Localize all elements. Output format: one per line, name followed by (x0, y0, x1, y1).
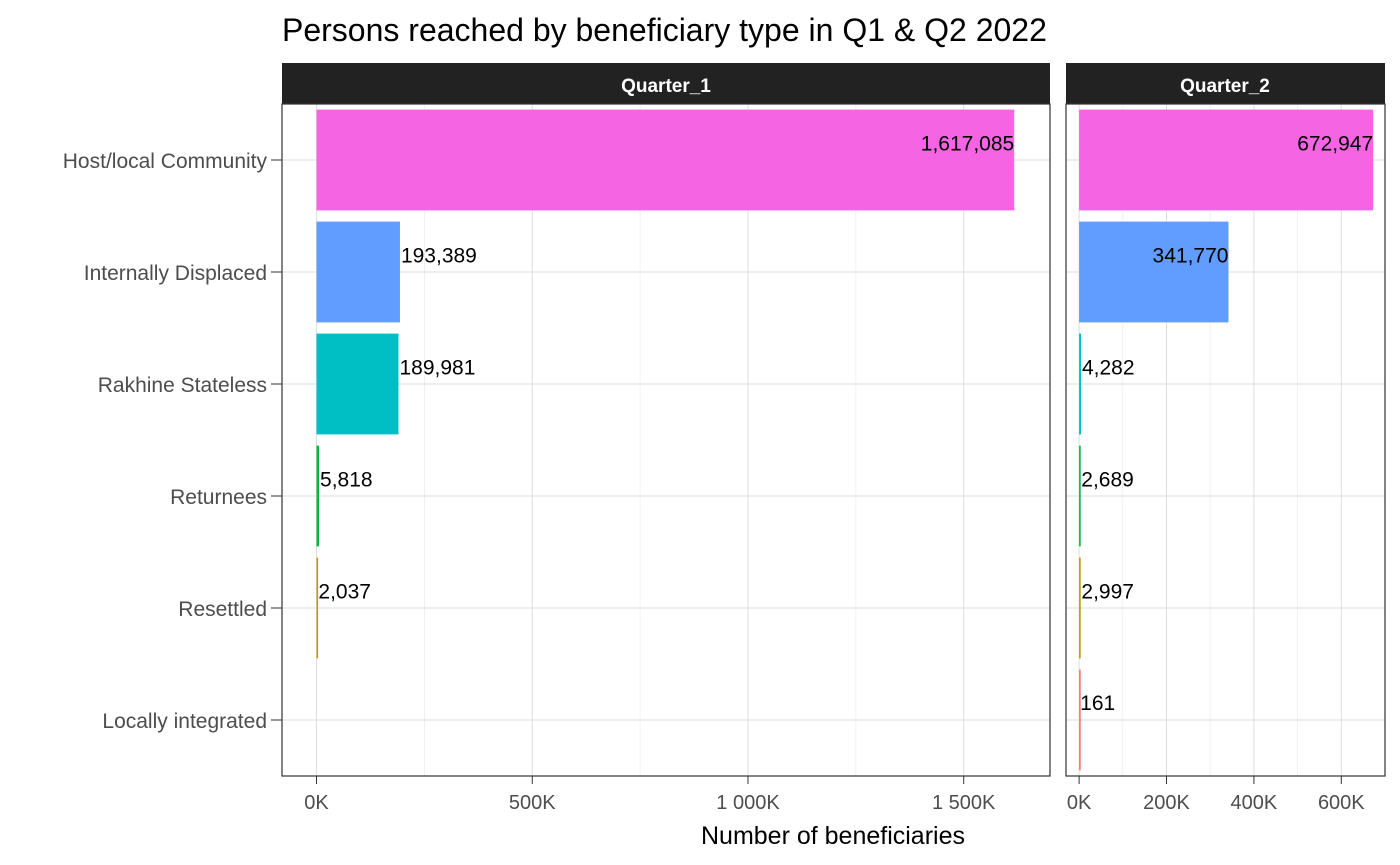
bar-quarter-1-rakhine-stateless (316, 333, 399, 435)
x-axis-title: Number of beneficiaries (701, 822, 965, 850)
bar-quarter-1-returnees (316, 445, 320, 547)
bar-quarter-2-internally-displaced (1079, 221, 1229, 323)
x-tick-label: 500K (509, 792, 556, 814)
data-labels-quarter-1: 1,617,085 193,389 189,981 5,818 2,037 (318, 133, 1014, 604)
bar-quarter-1-internally-displaced (316, 221, 400, 323)
bar-quarter-1-host-local-community (316, 109, 1015, 211)
panel-quarter-2: Quarter_2 672,947 341,770 4,282 2,689 2,997 1… (1065, 63, 1386, 814)
x-tick-label: 1 000K (716, 792, 780, 814)
value-label-quarter-1-returnees: 5,818 (320, 469, 373, 492)
bars-quarter-2 (1079, 109, 1374, 771)
x-tick-label: 1 500K (932, 792, 996, 814)
value-label-quarter-1-rakhine-stateless: 189,981 (399, 357, 475, 380)
bar-quarter-2-host-local-community (1079, 109, 1374, 211)
panel-quarter-1: Quarter_1 1,617,085 193,389 189,981 5,818 2,… (281, 63, 1051, 814)
category-label-resettled: Resettled (178, 598, 267, 621)
category-label-returnees: Returnees (170, 486, 267, 509)
bar-quarter-1-resettled (316, 557, 319, 659)
bar-quarter-2-rakhine-stateless (1079, 333, 1081, 435)
x-ticks-quarter-1: 0K 500K 1 000K 1 500K (304, 776, 996, 814)
category-axis: Host/local Community Internally Displaced… (63, 150, 282, 733)
x-tick-label: 0K (1067, 792, 1092, 814)
x-tick-label: 400K (1231, 792, 1278, 814)
strip-quarter-2 (1066, 63, 1385, 104)
value-label-quarter-2-locally-integrated: 161 (1080, 692, 1115, 715)
category-label-locally-integrated: Locally integrated (102, 710, 267, 733)
x-tick-label: 0K (304, 792, 329, 814)
panel-border-quarter-2 (1065, 103, 1386, 777)
bars-quarter-1 (316, 109, 1015, 659)
strip-label-quarter-2: Quarter_2 (1180, 76, 1270, 97)
value-label-quarter-1-host-local-community: 1,617,085 (921, 133, 1014, 156)
x-tick-label: 200K (1143, 792, 1190, 814)
x-ticks-quarter-2: 0K 200K 400K 600K (1067, 776, 1365, 814)
value-label-quarter-2-returnees: 2,689 (1081, 469, 1134, 492)
bar-quarter-2-returnees (1079, 445, 1081, 547)
strip-quarter-1 (282, 63, 1050, 104)
bar-quarter-2-resettled (1079, 557, 1081, 659)
value-label-quarter-2-internally-displaced: 341,770 (1153, 245, 1229, 268)
value-label-quarter-1-internally-displaced: 193,389 (401, 245, 477, 268)
category-label-internally-displaced: Internally Displaced (84, 262, 267, 285)
category-label-rakhine-stateless: Rakhine Stateless (98, 374, 267, 397)
strip-label-quarter-1: Quarter_1 (621, 76, 711, 97)
value-label-quarter-2-rakhine-stateless: 4,282 (1082, 357, 1135, 380)
x-tick-label: 600K (1318, 792, 1365, 814)
bar-quarter-2-locally-integrated (1079, 669, 1081, 771)
value-label-quarter-1-resettled: 2,037 (318, 581, 371, 604)
panel-border-quarter-1 (281, 103, 1051, 777)
data-labels-quarter-2: 672,947 341,770 4,282 2,689 2,997 161 (1080, 133, 1373, 715)
value-label-quarter-2-host-local-community: 672,947 (1297, 133, 1373, 156)
chart-title: Persons reached by beneficiary type in Q… (282, 12, 1047, 48)
value-label-quarter-2-resettled: 2,997 (1081, 581, 1134, 604)
category-label-host-local-community: Host/local Community (63, 150, 268, 173)
